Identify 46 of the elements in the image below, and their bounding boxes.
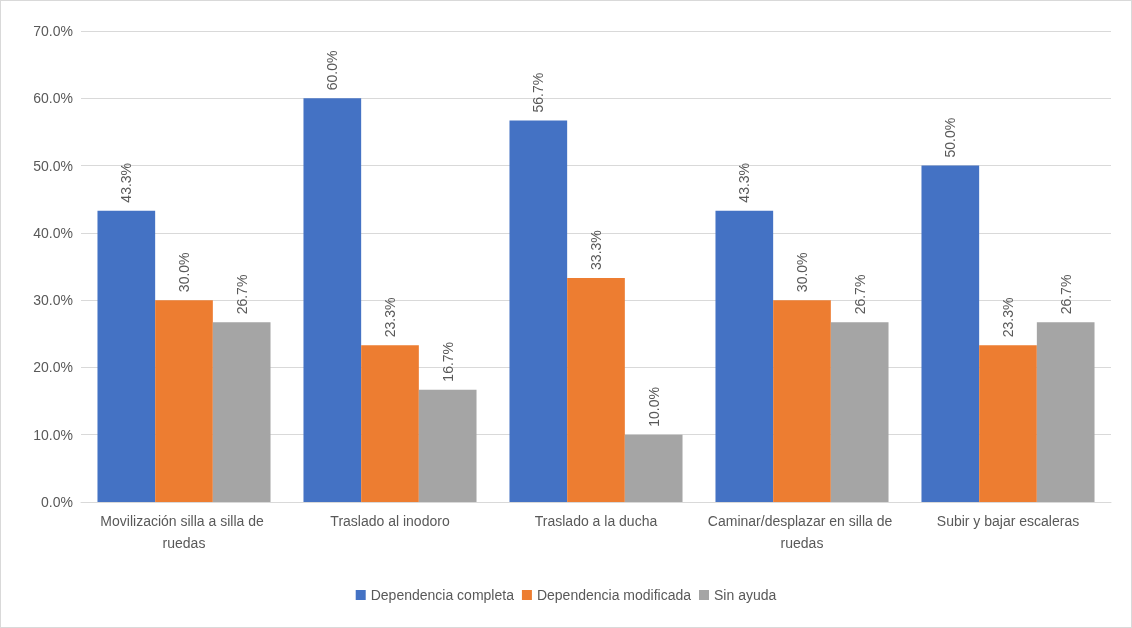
data-label: 30.0% <box>176 252 192 293</box>
bar <box>979 345 1037 502</box>
legend-label: Sin ayuda <box>714 587 777 603</box>
data-label: 60.0% <box>324 50 341 91</box>
data-label: 50.0% <box>942 117 959 158</box>
x-tick-label: Caminar/desplazar en silla de ruedas <box>707 513 897 551</box>
bar <box>567 277 625 502</box>
bar <box>303 98 362 502</box>
x-tick-label: Movilización silla a silla de ruedas <box>100 513 268 551</box>
bar <box>155 300 213 502</box>
data-label: 10.0% <box>645 387 662 427</box>
data-label: 43.3% <box>118 162 135 203</box>
bar <box>509 120 568 502</box>
y-tick-label: 20.0% <box>33 359 73 376</box>
data-label: 26.7% <box>1057 274 1074 315</box>
bar <box>715 210 774 502</box>
data-label: 26.7% <box>233 274 250 315</box>
data-label: 26.7% <box>851 274 868 315</box>
y-tick-label: 40.0% <box>33 224 73 241</box>
data-label: 43.3% <box>736 162 753 203</box>
bar <box>418 389 477 502</box>
bar <box>212 322 271 502</box>
y-tick-label: 50.0% <box>33 157 73 174</box>
legend-label: Dependencia modificada <box>536 587 692 603</box>
bar <box>921 165 980 502</box>
y-tick-label: 10.0% <box>33 426 73 443</box>
data-label: 16.7% <box>439 341 456 382</box>
y-tick-label: 30.0% <box>33 292 73 309</box>
x-tick-label: Traslado a la ducha <box>534 513 658 529</box>
bar <box>773 300 831 502</box>
y-tick-label: 60.0% <box>33 90 73 107</box>
bar <box>97 210 156 502</box>
data-label: 56.7% <box>530 72 547 113</box>
bar <box>624 434 683 502</box>
data-label: 30.0% <box>794 252 810 293</box>
data-label: 23.3% <box>1000 297 1016 338</box>
y-tick-label: 70.0% <box>33 23 73 39</box>
bar <box>1036 322 1095 502</box>
legend-label: Dependencia completa <box>370 587 515 603</box>
y-tick-label: 0.0% <box>41 494 73 510</box>
data-label: 33.3% <box>588 230 604 270</box>
bar <box>361 345 419 502</box>
x-tick-label: Traslado al inodoro <box>330 513 450 529</box>
data-label: 23.3% <box>382 297 398 338</box>
x-tick-label: Subir y bajar escaleras <box>936 513 1080 529</box>
bar <box>830 322 889 502</box>
